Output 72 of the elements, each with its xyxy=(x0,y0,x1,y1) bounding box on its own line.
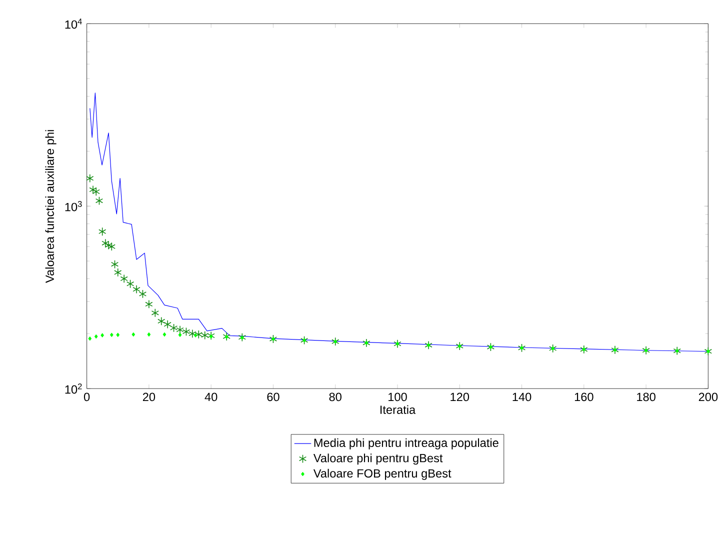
point xyxy=(94,334,98,339)
x-tick-label: 80 xyxy=(329,392,342,402)
point xyxy=(95,196,104,206)
point xyxy=(132,285,140,294)
point xyxy=(332,337,340,346)
point xyxy=(147,332,151,337)
y-axis-title: Valoarea functiei auxiliare phi xyxy=(45,130,56,284)
point xyxy=(222,332,230,342)
point xyxy=(520,346,524,350)
point xyxy=(269,334,278,344)
point xyxy=(88,336,92,341)
point xyxy=(334,340,338,344)
point xyxy=(170,324,178,332)
x-tick-label: 100 xyxy=(388,392,407,402)
point xyxy=(224,334,228,340)
point xyxy=(518,344,526,353)
point xyxy=(151,308,159,318)
point xyxy=(86,174,94,183)
point xyxy=(92,188,100,196)
point xyxy=(706,349,710,354)
point xyxy=(456,342,464,351)
point xyxy=(272,337,275,342)
line-series xyxy=(90,92,708,352)
point xyxy=(120,274,128,284)
point xyxy=(188,330,196,338)
point xyxy=(704,347,712,356)
point xyxy=(201,331,209,340)
point xyxy=(145,300,153,309)
point xyxy=(178,332,182,338)
y-tick-label: 10$^{2}$ xyxy=(65,384,82,394)
legend-label: Valoare FOB pentru gBest xyxy=(313,469,452,480)
x-tick-label: 60 xyxy=(267,392,280,402)
point xyxy=(176,326,184,334)
point xyxy=(182,328,190,336)
point xyxy=(164,320,172,329)
point xyxy=(116,332,120,338)
y-tick-label: 10$^{3}$ xyxy=(65,201,82,212)
legend-label: Media phi pentru intreaga populatie xyxy=(314,438,498,450)
x-tick-label: 40 xyxy=(204,392,218,402)
y-tick-label: 10$^{4}$ xyxy=(65,18,82,29)
point xyxy=(240,336,244,340)
point xyxy=(207,332,215,340)
point xyxy=(98,228,106,236)
point xyxy=(100,333,104,338)
x-tick-label: 200 xyxy=(698,392,718,402)
point xyxy=(104,241,112,250)
x-tick-label: 180 xyxy=(637,392,656,402)
point xyxy=(108,242,116,252)
point xyxy=(238,333,246,342)
point xyxy=(89,186,97,194)
x-tick-label: 120 xyxy=(450,392,470,402)
point xyxy=(300,336,308,345)
point xyxy=(126,280,134,288)
point xyxy=(209,334,213,339)
point xyxy=(138,290,147,299)
point xyxy=(102,239,110,248)
point xyxy=(489,345,492,350)
legend-label: Valoare phi pentru gBest xyxy=(313,454,443,465)
x-tick-label: 0 xyxy=(84,392,90,402)
x-tick-label: 140 xyxy=(512,392,532,402)
point xyxy=(158,317,166,326)
point xyxy=(458,344,462,348)
x-tick-label: 160 xyxy=(574,392,594,402)
point xyxy=(302,338,306,343)
point xyxy=(110,332,114,338)
point xyxy=(194,330,202,340)
point xyxy=(132,332,136,337)
point xyxy=(194,333,198,338)
x-axis-title: Iteratia xyxy=(380,405,416,414)
point xyxy=(162,332,166,337)
x-tick-label: 20 xyxy=(142,392,156,402)
point xyxy=(486,342,495,352)
